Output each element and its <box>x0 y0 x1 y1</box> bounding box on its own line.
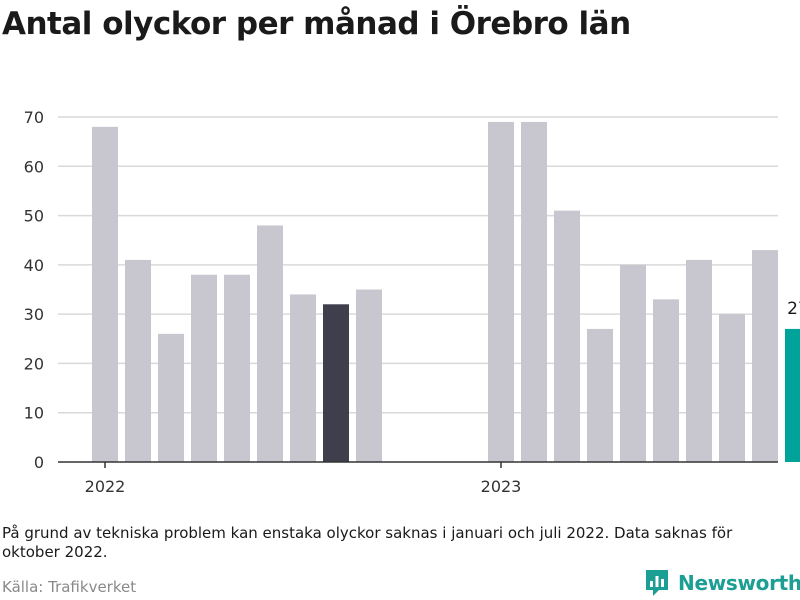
source-credit: Källa: Trafikverket <box>2 578 137 596</box>
bar <box>620 264 646 462</box>
bar <box>587 328 613 462</box>
bar <box>323 304 349 462</box>
bar <box>158 333 184 462</box>
x-tick-label: 2023 <box>481 477 522 496</box>
y-tick-label: 10 <box>24 404 44 423</box>
bar <box>356 289 382 462</box>
bar <box>686 259 712 462</box>
y-axis-ticks: 0 10 20 30 40 50 60 70 <box>24 108 44 472</box>
data-labels: 27 <box>787 299 800 319</box>
y-tick-label: 30 <box>24 305 44 324</box>
bar <box>92 126 118 462</box>
y-tick-label: 60 <box>24 157 44 176</box>
bar <box>290 294 316 462</box>
y-tick-label: 20 <box>24 354 44 373</box>
bar <box>191 274 217 462</box>
y-tick-label: 50 <box>24 207 44 226</box>
newsworthy-logo-icon <box>646 570 668 596</box>
y-tick-label: 70 <box>24 108 44 127</box>
chart-title: Antal olyckor per månad i Örebro län <box>2 6 631 42</box>
x-tick-label: 2022 <box>85 477 126 496</box>
bar-chart: 0 10 20 30 40 50 60 70 27 2022 2023 <box>24 108 800 496</box>
x-axis: 2022 2023 <box>58 461 778 496</box>
bar <box>752 250 778 462</box>
bar <box>521 121 547 462</box>
bar <box>125 259 151 462</box>
bar <box>785 328 800 462</box>
bar <box>653 299 679 462</box>
bar <box>719 314 745 462</box>
bar <box>488 121 514 462</box>
y-tick-label: 40 <box>24 256 44 275</box>
footnote: På grund av tekniska problem kan enstaka… <box>2 524 733 561</box>
brand-name: Newsworthy <box>678 571 800 595</box>
newsworthy-brand[interactable]: Newsworthy <box>644 568 800 598</box>
bar <box>257 225 283 462</box>
bar-value-label: 27 <box>787 299 800 319</box>
y-tick-label: 0 <box>34 453 44 472</box>
bar <box>554 210 580 462</box>
bar <box>224 274 250 462</box>
bars <box>92 121 800 462</box>
